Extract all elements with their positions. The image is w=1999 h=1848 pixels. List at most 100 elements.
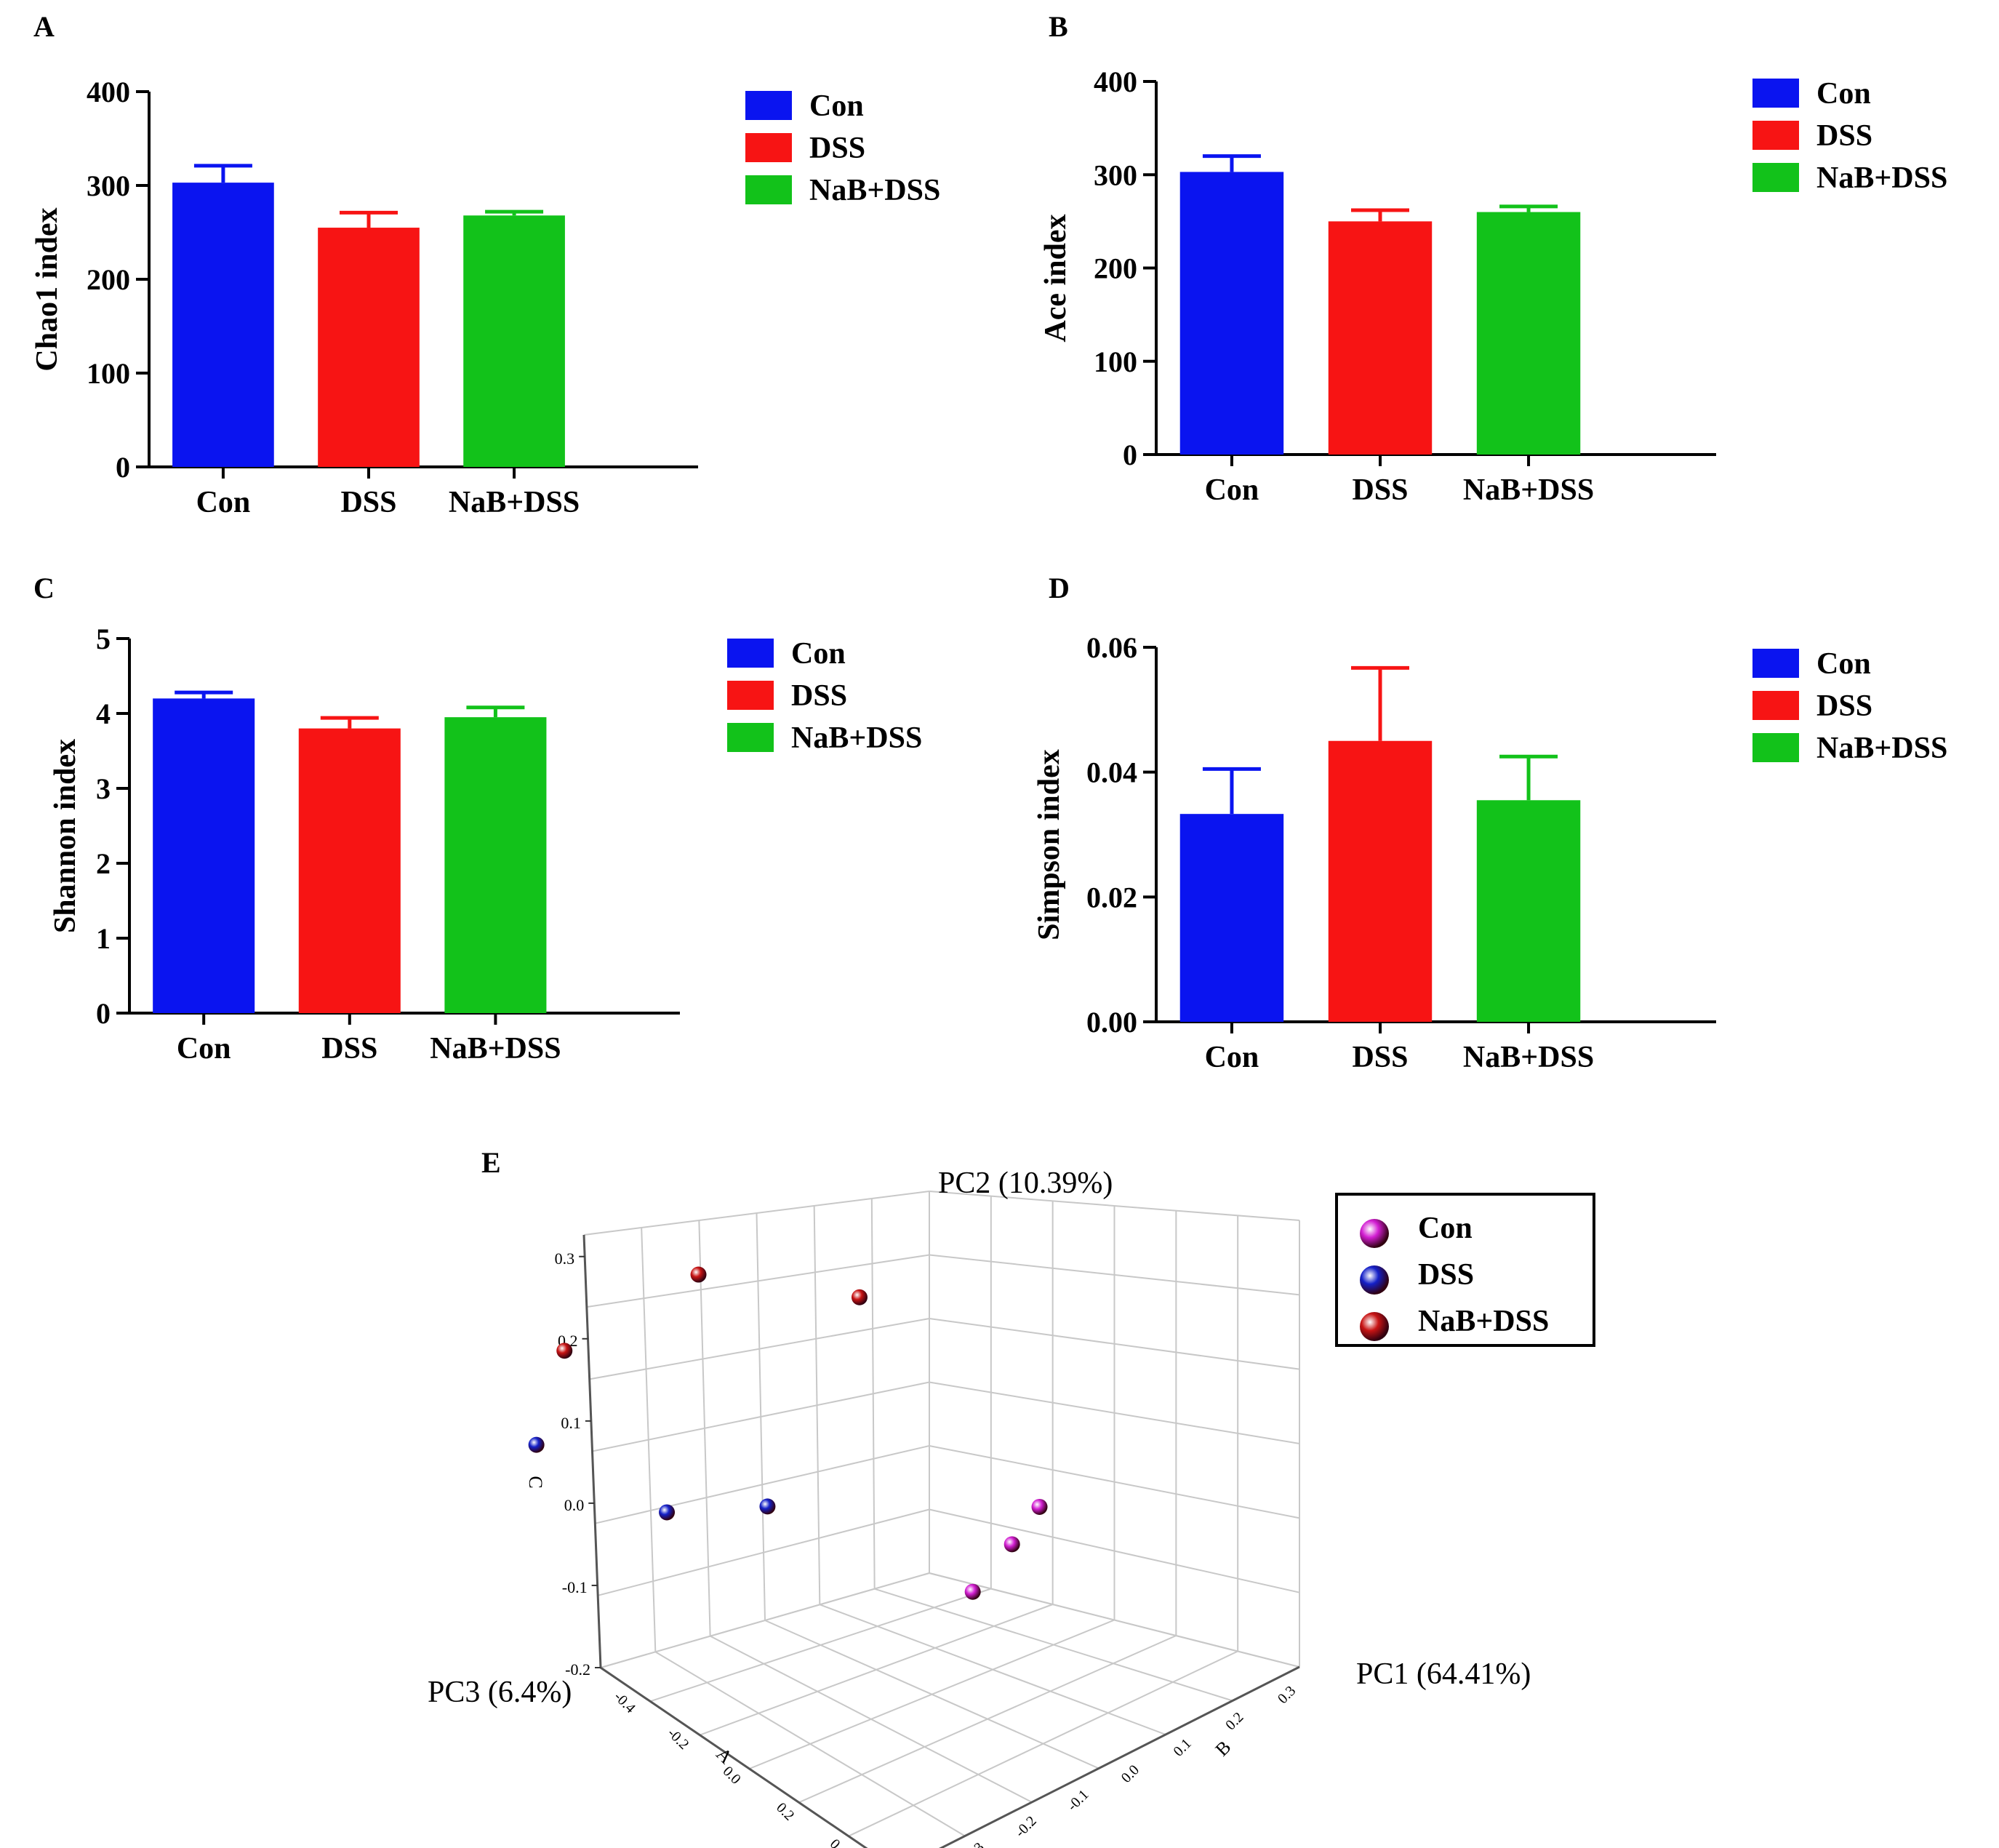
grid-line — [600, 1667, 868, 1848]
b-tick-label: -0.2 — [1012, 1813, 1040, 1841]
x-tick-label: NaB+DSS — [1463, 473, 1594, 507]
a-tick-label: 0.2 — [773, 1800, 797, 1824]
legend-label: NaB+DSS — [809, 174, 940, 207]
legend-label: Con — [791, 637, 846, 671]
legend-label: NaB+DSS — [791, 721, 922, 755]
legend-swatch — [1752, 163, 1799, 192]
c-tick-label: 0.3 — [555, 1249, 575, 1268]
point-dss — [759, 1498, 776, 1515]
bar-nabdss — [1476, 212, 1581, 455]
point-con — [964, 1583, 981, 1600]
pc3-label: PC3 (6.4%) — [428, 1676, 572, 1709]
panel-letter: E — [481, 1146, 501, 1179]
b-tick-label: 0.0 — [1118, 1762, 1142, 1786]
a-tick-label: -0.2 — [665, 1725, 692, 1753]
grid-line — [586, 1254, 930, 1308]
x-tick-label: Con — [1205, 473, 1259, 507]
x-tick-label: NaB+DSS — [1463, 1041, 1594, 1074]
point-nabdss — [556, 1343, 573, 1359]
legend-swatch — [1752, 649, 1799, 678]
y-axis-label: Shannon index — [49, 739, 82, 933]
y-tick-label: 1 — [96, 922, 111, 955]
legend-swatch — [727, 681, 774, 710]
panel-letter: A — [33, 10, 55, 43]
c-axis-letter: C — [525, 1476, 546, 1488]
x-tick-label: DSS — [1352, 1041, 1408, 1074]
legend-sphere — [1360, 1219, 1389, 1248]
point-con — [1003, 1536, 1020, 1553]
panel-letter: B — [1049, 10, 1068, 43]
legend-label: DSS — [809, 132, 865, 165]
y-tick-label: 0.06 — [1086, 631, 1137, 664]
bar-dss — [1328, 740, 1433, 1022]
legend-swatch — [727, 639, 774, 668]
c-tick-label: 0.0 — [564, 1496, 585, 1514]
y-tick-label: 0.00 — [1086, 1006, 1137, 1039]
legend-label: DSS — [1816, 119, 1872, 153]
bar-panel-A: A 0 100 200 300 400 Chao1 index Con DSS NaB+DSS Co… — [31, 10, 940, 519]
a-tick-label: 0.4 — [827, 1836, 851, 1848]
x-tick-label: Con — [1205, 1041, 1259, 1074]
legend-label: DSS — [791, 679, 847, 713]
x-tick-label: DSS — [340, 486, 396, 519]
grid-line — [848, 1650, 1238, 1837]
legend-label: Con — [1418, 1212, 1473, 1245]
legend-swatch — [1752, 733, 1799, 762]
legend-label: Con — [809, 89, 864, 123]
pcoa-points — [528, 1266, 1048, 1600]
legend-label: Con — [1816, 77, 1871, 111]
a-tick-label: -0.4 — [611, 1689, 638, 1716]
legend-label: Con — [1816, 647, 1871, 681]
y-tick-label: 0 — [96, 997, 111, 1030]
panel-letter: D — [1049, 572, 1070, 604]
bar-panel-C: C 0 1 2 3 4 5 Shannon index Con DSS NaB+DSS Con DSS N… — [33, 572, 922, 1065]
y-tick-label: 300 — [1094, 159, 1137, 191]
point-dss — [528, 1436, 545, 1453]
axis-b-line — [939, 1665, 1300, 1848]
bar-dss — [318, 228, 420, 467]
pc1-label: PC1 (64.41%) — [1356, 1657, 1531, 1691]
y-axis-label: Ace index — [1039, 214, 1073, 342]
b-tick-label: -0.3 — [960, 1839, 988, 1848]
legend-sphere — [1360, 1312, 1389, 1341]
b-tick-label: 0.1 — [1171, 1735, 1195, 1759]
grid-line — [710, 1635, 1033, 1803]
legend-swatch — [745, 175, 792, 204]
bar-dss — [1328, 221, 1433, 455]
legend-swatch — [745, 91, 792, 120]
pc2-label: PC2 (10.39%) — [938, 1167, 1113, 1200]
bar-panel-D: D 0.00 0.02 0.04 0.06 Simpson index Con DSS NaB+… — [1033, 572, 1947, 1074]
y-tick-label: 400 — [87, 76, 130, 108]
y-tick-label: 300 — [87, 169, 130, 202]
axis-c-line — [582, 1234, 602, 1668]
bar-nabdss — [1476, 800, 1581, 1022]
point-nabdss — [690, 1266, 707, 1283]
bar-dss — [298, 728, 401, 1013]
grid-line — [583, 1191, 930, 1236]
y-tick-label: 3 — [96, 772, 111, 805]
y-tick-label: 100 — [1094, 345, 1137, 378]
y-axis-label: Simpson index — [1033, 749, 1066, 940]
b-axis-letter: B — [1211, 1737, 1235, 1761]
point-con — [1031, 1498, 1048, 1515]
y-tick-label: 2 — [96, 847, 111, 880]
legend-label: NaB+DSS — [1418, 1305, 1549, 1338]
x-tick-label: NaB+DSS — [430, 1032, 561, 1065]
bar-nabdss — [463, 215, 565, 467]
grid-line — [641, 1227, 657, 1652]
legend-swatch — [1752, 121, 1799, 150]
x-tick-label: DSS — [1352, 473, 1408, 507]
y-tick-label: 4 — [96, 697, 111, 730]
b-tick-label: 0.2 — [1222, 1709, 1246, 1733]
pcoa-legend: Con DSS NaB+DSS — [1335, 1193, 1595, 1347]
x-tick-label: DSS — [321, 1032, 377, 1065]
y-axis-label: Chao1 index — [31, 207, 64, 371]
point-nabdss — [851, 1289, 868, 1305]
y-tick-label: 0.04 — [1086, 756, 1137, 789]
legend-sphere — [1360, 1265, 1389, 1295]
y-tick-label: 200 — [87, 263, 130, 296]
b-tick-label: -0.1 — [1065, 1787, 1092, 1815]
y-tick-label: 0 — [116, 451, 130, 484]
panel-letter: C — [33, 572, 55, 604]
